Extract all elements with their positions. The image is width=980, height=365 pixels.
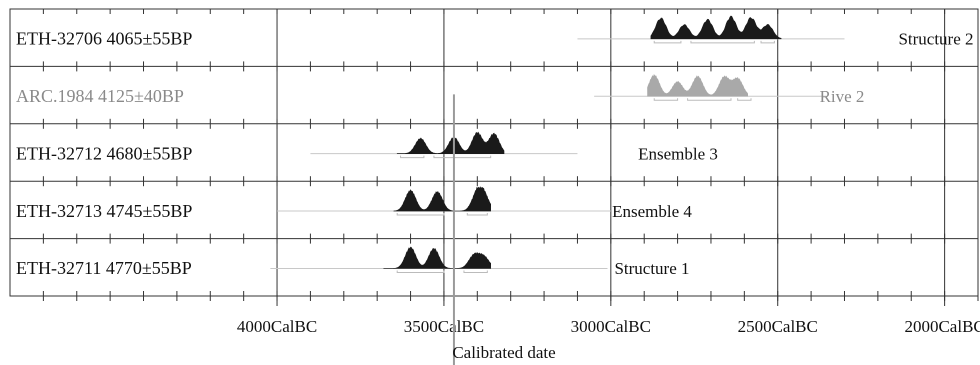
x-tick-label: 3000CalBC [571,317,651,336]
sigma-bracket [463,270,488,273]
x-tick-label: 4000CalBC [237,317,317,336]
x-tick-label: 3500CalBC [404,317,484,336]
x-axis-label: Calibrated date [452,343,555,362]
sample-label: ETH-32711 4770±55BP [16,258,192,278]
density-area [650,15,782,40]
group-label: Structure 2 [898,30,973,49]
sample-label: ETH-32713 4745±55BP [16,201,192,221]
sigma-bracket [396,213,445,216]
grid [9,8,979,306]
group-label: Ensemble 3 [638,144,718,163]
x-axis: 4000CalBC 3500CalBC 3000CalBC 2500CalBC 2000… [42,296,980,336]
sigma-bracket [737,98,752,101]
x-tick-label: 2500CalBC [738,317,818,336]
group-label: Rive 2 [820,87,865,106]
sample-label: ETH-32706 4065±55BP [16,29,192,49]
sigma-bracket [653,40,682,44]
row-labels: ETH-32706 4065±55BP ARC.1984 4125±40BP ETH… [16,29,974,279]
sigma-bracket [396,270,445,273]
density-area [383,246,492,269]
sigma-bracket [690,40,755,44]
group-label: Ensemble 4 [612,202,692,221]
sample-label: ETH-32712 4680±55BP [16,143,192,163]
sigma-bracket [687,98,732,101]
density-area [393,186,492,212]
plot-frame [9,8,979,297]
distribution-curves [270,15,845,273]
sigma-bracket [760,40,775,44]
sigma-bracket [466,213,488,216]
group-label: Structure 1 [614,259,689,278]
sigma-bracket [653,98,679,101]
density-area [396,131,505,154]
sample-label: ARC.1984 4125±40BP [16,86,184,106]
sigma-bracket [400,155,425,159]
sigma-bracket [433,155,492,159]
density-area [647,74,749,97]
x-tick-label: 2000CalBC [904,317,980,336]
